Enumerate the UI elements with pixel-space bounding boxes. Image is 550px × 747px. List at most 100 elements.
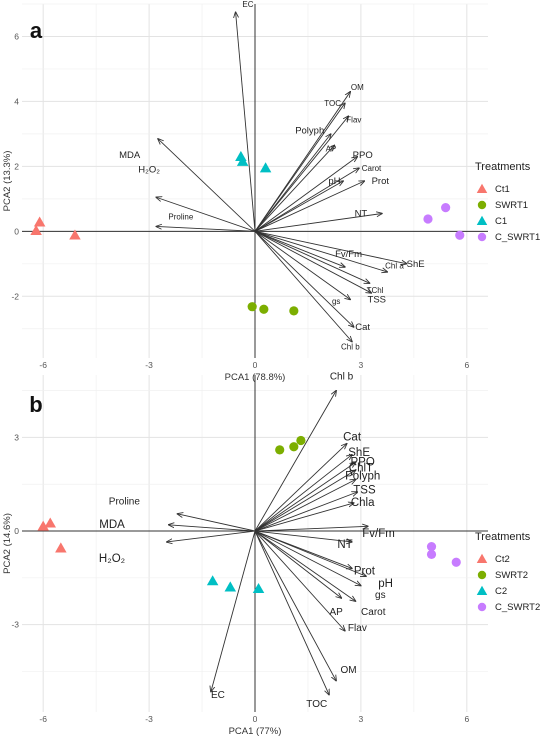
loading-arrow-ap xyxy=(254,530,341,598)
loading-arrow-proline xyxy=(177,514,256,532)
score-point-c-swrt2 xyxy=(426,542,437,552)
legend-title: Treatments xyxy=(475,531,531,543)
loading-label-fv-fm: Fv/Fm xyxy=(362,528,395,540)
legend-label-c1: C1 xyxy=(495,216,507,227)
legend-label-ct2: Ct2 xyxy=(495,554,510,565)
loading-label-proline: Proline xyxy=(109,496,141,507)
loading-label-she: ShE xyxy=(407,259,425,270)
loading-arrow-chla xyxy=(254,503,354,532)
loading-label-nt: NT xyxy=(337,539,352,551)
loading-arrow-ppo xyxy=(254,462,356,532)
loading-label-flav: Flav xyxy=(346,115,361,124)
loading-arrow-ph xyxy=(254,181,343,232)
loading-arrow-carot xyxy=(254,530,356,601)
loading-label-proline: Proline xyxy=(168,213,193,222)
y-tick-label: -3 xyxy=(11,620,19,630)
loading-arrow-polyph xyxy=(254,480,356,532)
score-point-ct2 xyxy=(55,542,67,553)
loading-arrow-chlt xyxy=(254,470,356,532)
loading-label-mda: MDA xyxy=(119,150,141,161)
loading-label-tss: TSS xyxy=(353,484,376,496)
loading-arrow-flav xyxy=(254,116,349,232)
loading-arrow-flav xyxy=(254,530,345,631)
loading-label-chla: Chla xyxy=(351,497,375,509)
score-point-swrt1 xyxy=(247,302,257,312)
x-tick-label: 3 xyxy=(359,714,364,724)
loading-arrow-fv-fm xyxy=(254,230,345,267)
score-points xyxy=(37,435,461,594)
loading-arrow-carot xyxy=(254,168,359,232)
legend-label-swrt1: SWRT1 xyxy=(495,200,528,211)
loading-label-tchl: TChl xyxy=(367,286,384,295)
loading-arrow-nt xyxy=(254,213,382,232)
x-tick-label: 6 xyxy=(464,714,469,724)
score-point-ct1 xyxy=(30,224,42,236)
score-point-c-swrt2 xyxy=(451,557,461,567)
score-point-swrt1 xyxy=(259,304,269,314)
score-point-swrt2 xyxy=(275,445,285,455)
loading-label-gs: gs xyxy=(375,590,386,601)
loading-label-cat: Cat xyxy=(355,322,370,333)
loading-label-fv-fm: Fv/Fm xyxy=(335,249,362,260)
loading-arrow-chl-b xyxy=(254,391,336,532)
legend-title: Treatments xyxy=(475,161,531,173)
score-point-ct2 xyxy=(37,520,49,531)
x-tick-label: -3 xyxy=(145,360,153,370)
y-tick-label: 2 xyxy=(14,161,19,171)
loading-label-polyph: Polyph xyxy=(345,470,380,482)
loading-label-polyph: Polyph xyxy=(295,126,324,137)
loading-label-chlt: ChlT xyxy=(349,463,373,475)
loading-label-ap: AP xyxy=(326,145,337,154)
loading-label-prot: Prot xyxy=(372,176,390,187)
loading-label-chl-b: Chl b xyxy=(330,372,354,383)
loading-arrow-gs xyxy=(254,230,350,299)
loading-arrow-h2o2 xyxy=(156,197,256,232)
score-point-c1 xyxy=(259,162,272,173)
loading-arrow-mda xyxy=(158,139,256,232)
loading-label-ap: AP xyxy=(330,607,344,618)
score-point-swrt1 xyxy=(289,306,299,316)
legend-swatch-ct2 xyxy=(476,553,488,563)
loading-arrow-ap xyxy=(254,145,334,232)
loading-label-ec: EC xyxy=(211,690,225,701)
loading-arrow-chl-a xyxy=(254,230,387,272)
score-point-ct1 xyxy=(33,216,46,227)
y-tick-label: 4 xyxy=(14,96,19,106)
score-point-c2 xyxy=(224,581,237,592)
x-tick-label: -6 xyxy=(39,714,47,724)
legend-swatch-swrt2 xyxy=(477,570,487,580)
x-tick-label: 0 xyxy=(253,360,258,370)
legend-label-c-swrt2: C_SWRT2 xyxy=(495,602,540,613)
score-point-c2 xyxy=(252,582,265,594)
y-axis-title: PCA2 (14.6%) xyxy=(2,513,13,574)
loading-label-she: ShE xyxy=(348,447,370,459)
legend-label-c2: C2 xyxy=(495,586,507,597)
loading-label-cat: Cat xyxy=(343,431,362,443)
loading-arrow-tss xyxy=(254,492,357,532)
loading-label-toc: TOC xyxy=(324,99,341,108)
legend: Treatments Ct2 SWRT2 C2 C_SWRT2 xyxy=(475,531,540,613)
legend-swatch-ct1 xyxy=(476,183,488,193)
loading-label-tss: TSS xyxy=(368,295,386,306)
loading-label-carot: Carot xyxy=(362,164,382,173)
score-point-c-swrt1 xyxy=(441,203,451,213)
y-tick-label: 3 xyxy=(14,432,19,442)
loading-arrow-h2o2 xyxy=(167,530,256,542)
legend-swatch-c1 xyxy=(476,215,488,225)
loading-arrow-proline xyxy=(156,226,256,232)
loading-label-h2o2: H₂O₂ xyxy=(99,553,125,565)
legend-label-swrt2: SWRT2 xyxy=(495,570,528,581)
x-tick-label: -3 xyxy=(145,714,153,724)
loading-label-chl-b: Chl b xyxy=(341,343,360,352)
loading-label-h2o2: H₂O₂ xyxy=(138,165,160,176)
loading-arrow-tss xyxy=(254,230,372,293)
loading-arrow-ppo xyxy=(254,157,357,232)
loading-label-ppo: PPO xyxy=(353,150,373,161)
loading-label-toc: TOC xyxy=(306,699,327,710)
loading-arrow-cat xyxy=(254,231,354,327)
loading-arrow-fv-fm xyxy=(254,526,368,532)
score-point-c2 xyxy=(206,575,219,586)
